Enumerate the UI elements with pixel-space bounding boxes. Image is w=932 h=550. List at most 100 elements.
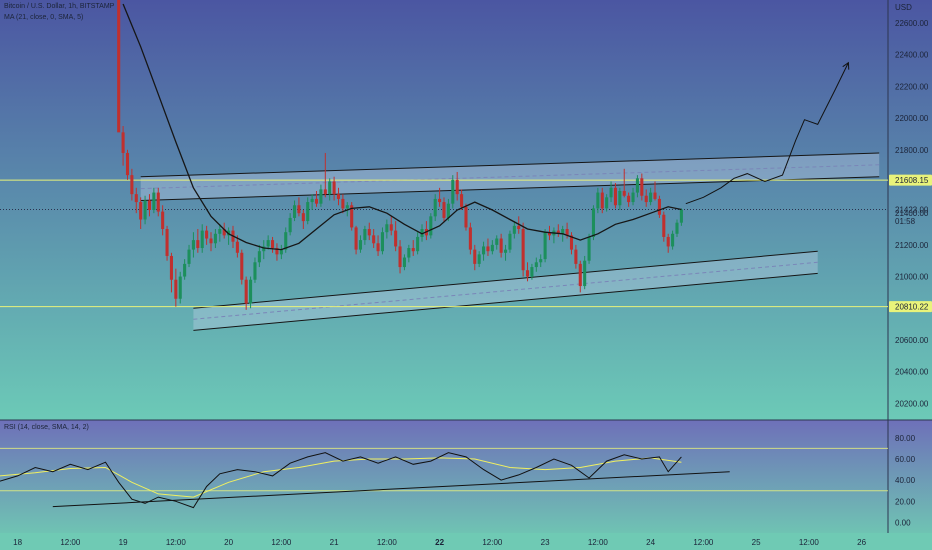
candle-body <box>547 232 552 236</box>
candle-body <box>257 251 261 263</box>
candle-body <box>591 208 596 237</box>
time-tick-label: 19 <box>119 538 128 547</box>
price-tick-label: 20200.00 <box>895 399 929 408</box>
candle-body <box>622 190 626 196</box>
price-tag-label-1: 21423.00 <box>895 206 929 215</box>
candle-body <box>644 195 648 203</box>
candle-body <box>262 246 266 252</box>
candle-body <box>662 214 666 237</box>
candle-body <box>649 192 653 203</box>
candle-body <box>161 211 165 230</box>
candle-body <box>143 200 147 220</box>
candle-body <box>288 217 292 233</box>
candle-body <box>679 209 683 223</box>
candle-body <box>350 205 354 228</box>
symbol-legend[interactable]: Bitcoin / U.S. Dollar, 1h, BITSTAMP <box>4 3 115 10</box>
axes: USD20200.0020400.0020600.0020800.0021000… <box>13 3 932 547</box>
price-tick-label: 21200.00 <box>895 241 929 250</box>
candle-body <box>464 206 468 228</box>
candle-body <box>407 248 411 258</box>
candle-body <box>183 263 187 277</box>
candle-body <box>631 192 635 203</box>
candle-body <box>477 254 481 264</box>
price-tick-label: 21000.00 <box>895 273 929 282</box>
candle-body <box>358 240 363 250</box>
rsi-tick-label: 80.00 <box>895 434 916 443</box>
rsi-pane <box>0 447 888 509</box>
candle-body <box>332 181 336 195</box>
candle-body <box>240 252 244 280</box>
candle-body <box>178 276 182 299</box>
candle-body <box>455 179 459 195</box>
candle-body <box>345 205 349 209</box>
candle-body <box>341 198 345 209</box>
candle-body <box>253 262 257 280</box>
candle-body <box>121 132 125 153</box>
candle-body <box>297 205 301 214</box>
candle-body <box>266 240 270 247</box>
candle-body <box>517 225 521 230</box>
candle-body <box>653 192 657 199</box>
time-tick-label: 25 <box>752 538 761 547</box>
candle-body <box>605 197 609 209</box>
time-tick-label: 12:00 <box>166 538 187 547</box>
candle-body <box>534 262 538 268</box>
candle-body <box>319 189 323 204</box>
candle-body <box>609 187 613 198</box>
time-tick-label: 24 <box>646 538 655 547</box>
candle-body <box>657 198 661 215</box>
candle-body <box>402 257 406 268</box>
candle-body <box>473 249 477 264</box>
ma-legend[interactable]: MA (21, close, 0, SMA, 5) <box>4 14 84 21</box>
candle-body <box>411 248 415 252</box>
candle-body <box>627 195 631 203</box>
candle-body <box>574 249 578 264</box>
candle-body <box>675 222 679 234</box>
candle-body <box>569 235 574 250</box>
price-pane <box>0 0 888 331</box>
candle-body <box>416 236 420 252</box>
candle-body <box>354 227 358 250</box>
candle-body <box>499 238 503 253</box>
time-tick-label: 12:00 <box>799 538 820 547</box>
candle-body <box>200 230 204 249</box>
candle-body <box>187 249 191 264</box>
candle-body <box>512 225 516 234</box>
time-tick-label: 12:00 <box>60 538 81 547</box>
time-tick-label: 12:00 <box>588 538 609 547</box>
candle-body <box>279 249 283 255</box>
upper-channel-upper-line <box>140 152 880 178</box>
candle-body <box>235 241 239 253</box>
price-tick-label: 20600.00 <box>895 336 929 345</box>
candle-body <box>618 190 622 206</box>
candle-body <box>117 0 121 133</box>
candle-body <box>468 227 472 250</box>
price-tick-label: 22200.00 <box>895 82 929 91</box>
candle-body <box>314 198 319 204</box>
time-axis-background <box>0 533 932 550</box>
price-tick-label: 21400.00 <box>895 209 929 218</box>
candle-body <box>543 232 547 260</box>
candle-body <box>640 178 644 196</box>
candle-body <box>336 194 341 199</box>
candle-body <box>301 213 305 222</box>
candle-body <box>451 179 455 204</box>
price-tag-0 <box>889 174 932 186</box>
candle-body <box>525 270 530 277</box>
candle-body <box>310 198 314 203</box>
rsi-legend[interactable]: RSI (14, close, SMA, 14, 2) <box>4 424 89 431</box>
time-tick-label: 21 <box>330 538 339 547</box>
candle-body <box>521 229 525 271</box>
candle-body <box>385 224 389 233</box>
rsi-signal-line <box>0 457 682 498</box>
rsi-tick-label: 40.00 <box>895 476 916 485</box>
candle-body <box>460 194 464 207</box>
candle-body <box>556 230 560 234</box>
candle-body <box>613 187 617 206</box>
candle-body <box>429 216 433 236</box>
candle-body <box>394 230 398 247</box>
candle-body <box>389 224 393 231</box>
candle-body <box>222 229 226 236</box>
